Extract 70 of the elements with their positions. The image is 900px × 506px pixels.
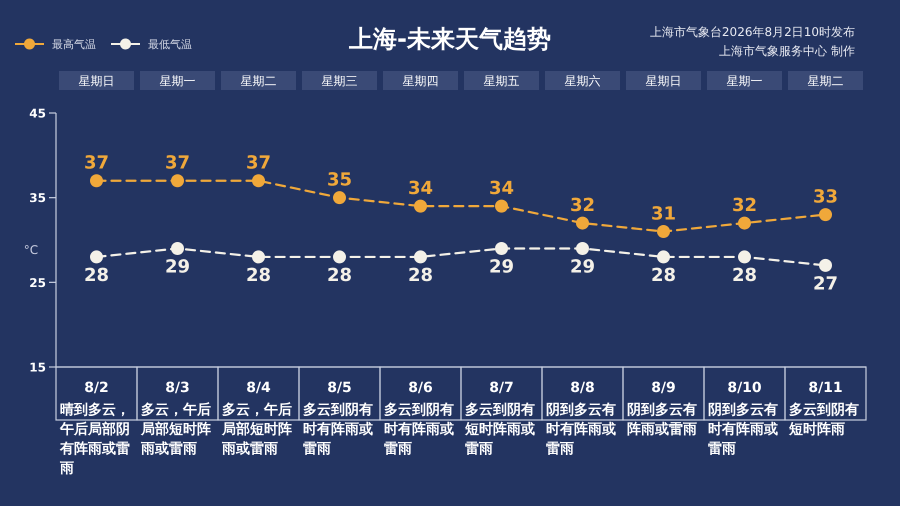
- data-label: 32: [570, 195, 596, 216]
- x-tick-header: 星期日: [59, 71, 134, 90]
- data-label: 28: [326, 264, 352, 286]
- y-tick-label: 15: [29, 360, 46, 374]
- point: [414, 250, 427, 264]
- data-label: 33: [812, 186, 838, 208]
- point: [495, 242, 508, 255]
- x-tick-header: 星期六: [545, 71, 620, 90]
- data-label: 27: [812, 273, 838, 294]
- point: [90, 174, 103, 188]
- chart-title: 上海-未来天气趋势: [348, 25, 551, 53]
- category-label: 8/5 多云到阴有时有阵雨或雷雨: [303, 380, 373, 457]
- point: [171, 174, 184, 188]
- data-label: 29: [164, 256, 190, 278]
- y-axis-title: °C: [24, 243, 38, 257]
- category-label: 8/4 多云，午后局部短时阵雨或雷雨: [222, 380, 292, 457]
- point: [819, 208, 832, 222]
- point: [252, 174, 265, 188]
- text: 上海市气象台2026年8月2日10时发布: [650, 25, 855, 39]
- y-tick-label: 25: [29, 276, 46, 290]
- point: [252, 250, 265, 264]
- point: [657, 250, 670, 264]
- point: [495, 200, 508, 213]
- point: [333, 250, 346, 264]
- data-label: 32: [732, 195, 758, 216]
- legend-label: 最低气温: [148, 38, 192, 51]
- point: [738, 250, 751, 264]
- data-label: 35: [326, 170, 352, 191]
- point: [414, 200, 427, 213]
- point: [171, 242, 184, 255]
- point: [90, 250, 103, 264]
- x-tick-header: 星期五: [464, 71, 539, 90]
- y-tick-label: 35: [29, 191, 46, 206]
- category-label: 8/11 多云到阴有短时阵雨: [789, 380, 859, 438]
- point: [657, 225, 670, 238]
- x-tick-header: 星期一: [707, 71, 782, 90]
- x-tick-header: 星期一: [140, 71, 215, 90]
- data-label: 29: [570, 256, 596, 278]
- data-label: 34: [488, 178, 514, 200]
- data-label: 29: [488, 256, 514, 278]
- x-tick-header: 星期二: [788, 71, 863, 90]
- text: 上海市气象服务中心 制作: [719, 44, 855, 58]
- point: [576, 216, 589, 230]
- data-label: 34: [408, 178, 434, 200]
- data-label: 37: [246, 152, 272, 174]
- x-tick-header: 星期日: [626, 71, 701, 90]
- category-label: 8/9 阴到多云有阵雨或雷雨: [627, 380, 697, 438]
- x-tick-header: 星期三: [302, 71, 377, 90]
- y-tick-label: 45: [29, 106, 46, 120]
- category-label: 8/3 多云，午后局部短时阵雨或雷雨: [141, 380, 211, 457]
- data-label: 28: [84, 264, 110, 286]
- data-label: 37: [84, 152, 110, 174]
- category-label: 8/6 多云到阴有时有阵雨或雷雨: [384, 380, 454, 457]
- x-tick-header: 星期二: [221, 71, 296, 90]
- point: [576, 242, 589, 255]
- data-label: 31: [650, 204, 676, 225]
- category-label: 8/2 晴到多云，午后局部阴有阵雨或雷雨: [60, 380, 130, 476]
- data-label: 28: [246, 264, 272, 286]
- legend-label: 最高气温: [52, 38, 96, 51]
- data-label: 37: [164, 152, 190, 174]
- category-label: 8/10 阴到多云有时有阵雨或雷雨: [708, 380, 778, 457]
- point: [333, 191, 346, 204]
- data-label: 28: [650, 264, 676, 286]
- data-label: 28: [408, 264, 434, 286]
- data-label: 28: [732, 264, 758, 286]
- point: [738, 216, 751, 230]
- category-label: 8/7 多云到阴有短时阵雨或雷雨: [465, 380, 535, 457]
- category-label: 8/8 阴到多云有时有阵雨或雷雨: [546, 380, 616, 457]
- point: [819, 258, 832, 272]
- x-tick-header: 星期四: [383, 71, 458, 90]
